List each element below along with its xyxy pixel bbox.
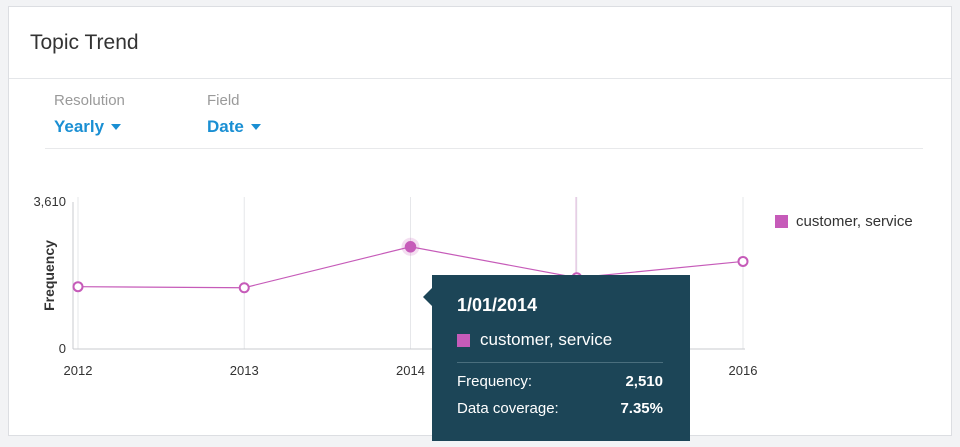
tooltip-separator — [457, 362, 663, 363]
resolution-value: Yearly — [54, 117, 105, 136]
y-tick-label: 3,610 — [33, 194, 66, 209]
data-point — [72, 281, 84, 293]
x-tick-label: 2012 — [64, 363, 93, 378]
legend-swatch — [775, 215, 788, 228]
tooltip-row-coverage: Data coverage: 7.35% — [457, 400, 663, 417]
legend-label: customer, service — [796, 213, 913, 230]
tooltip-row-label: Data coverage: — [457, 400, 559, 417]
tooltip-arrow — [423, 288, 432, 306]
chart-legend[interactable]: customer, service — [775, 213, 913, 230]
data-point — [238, 282, 250, 294]
field-value: Date — [207, 117, 244, 136]
x-tick-label: 2013 — [230, 363, 259, 378]
tooltip-row-frequency: Frequency: 2,510 — [457, 373, 663, 390]
resolution-dropdown[interactable]: Yearly — [54, 117, 122, 137]
field-label: Field — [207, 92, 240, 109]
resolution-control: Resolution Yearly — [54, 92, 125, 137]
x-tick-label: 2014 — [396, 363, 425, 378]
resolution-label: Resolution — [54, 92, 125, 109]
data-point — [737, 255, 749, 267]
x-tick-label: 2016 — [729, 363, 758, 378]
y-tick-label: 0 — [59, 341, 66, 356]
data-tooltip: 1/01/2014 customer, service Frequency: 2… — [423, 275, 690, 441]
field-control: Field Date — [207, 92, 261, 137]
controls-divider — [45, 148, 923, 149]
caret-down-icon — [250, 124, 261, 130]
card-header: Topic Trend — [9, 7, 951, 79]
tooltip-swatch — [457, 333, 470, 347]
tooltip-row-value: 7.35% — [620, 400, 663, 417]
tooltip-row-value: 2,510 — [625, 373, 663, 390]
tooltip-row-label: Frequency: — [457, 373, 533, 390]
card-title: Topic Trend — [30, 31, 139, 54]
tooltip-series: customer, service — [457, 330, 665, 350]
caret-down-icon — [111, 124, 122, 130]
tooltip-series-name: customer, service — [480, 330, 613, 349]
field-dropdown[interactable]: Date — [207, 117, 261, 137]
tooltip-date: 1/01/2014 — [457, 295, 538, 315]
data-point — [404, 241, 417, 253]
y-axis-label: Frequency — [41, 240, 57, 311]
